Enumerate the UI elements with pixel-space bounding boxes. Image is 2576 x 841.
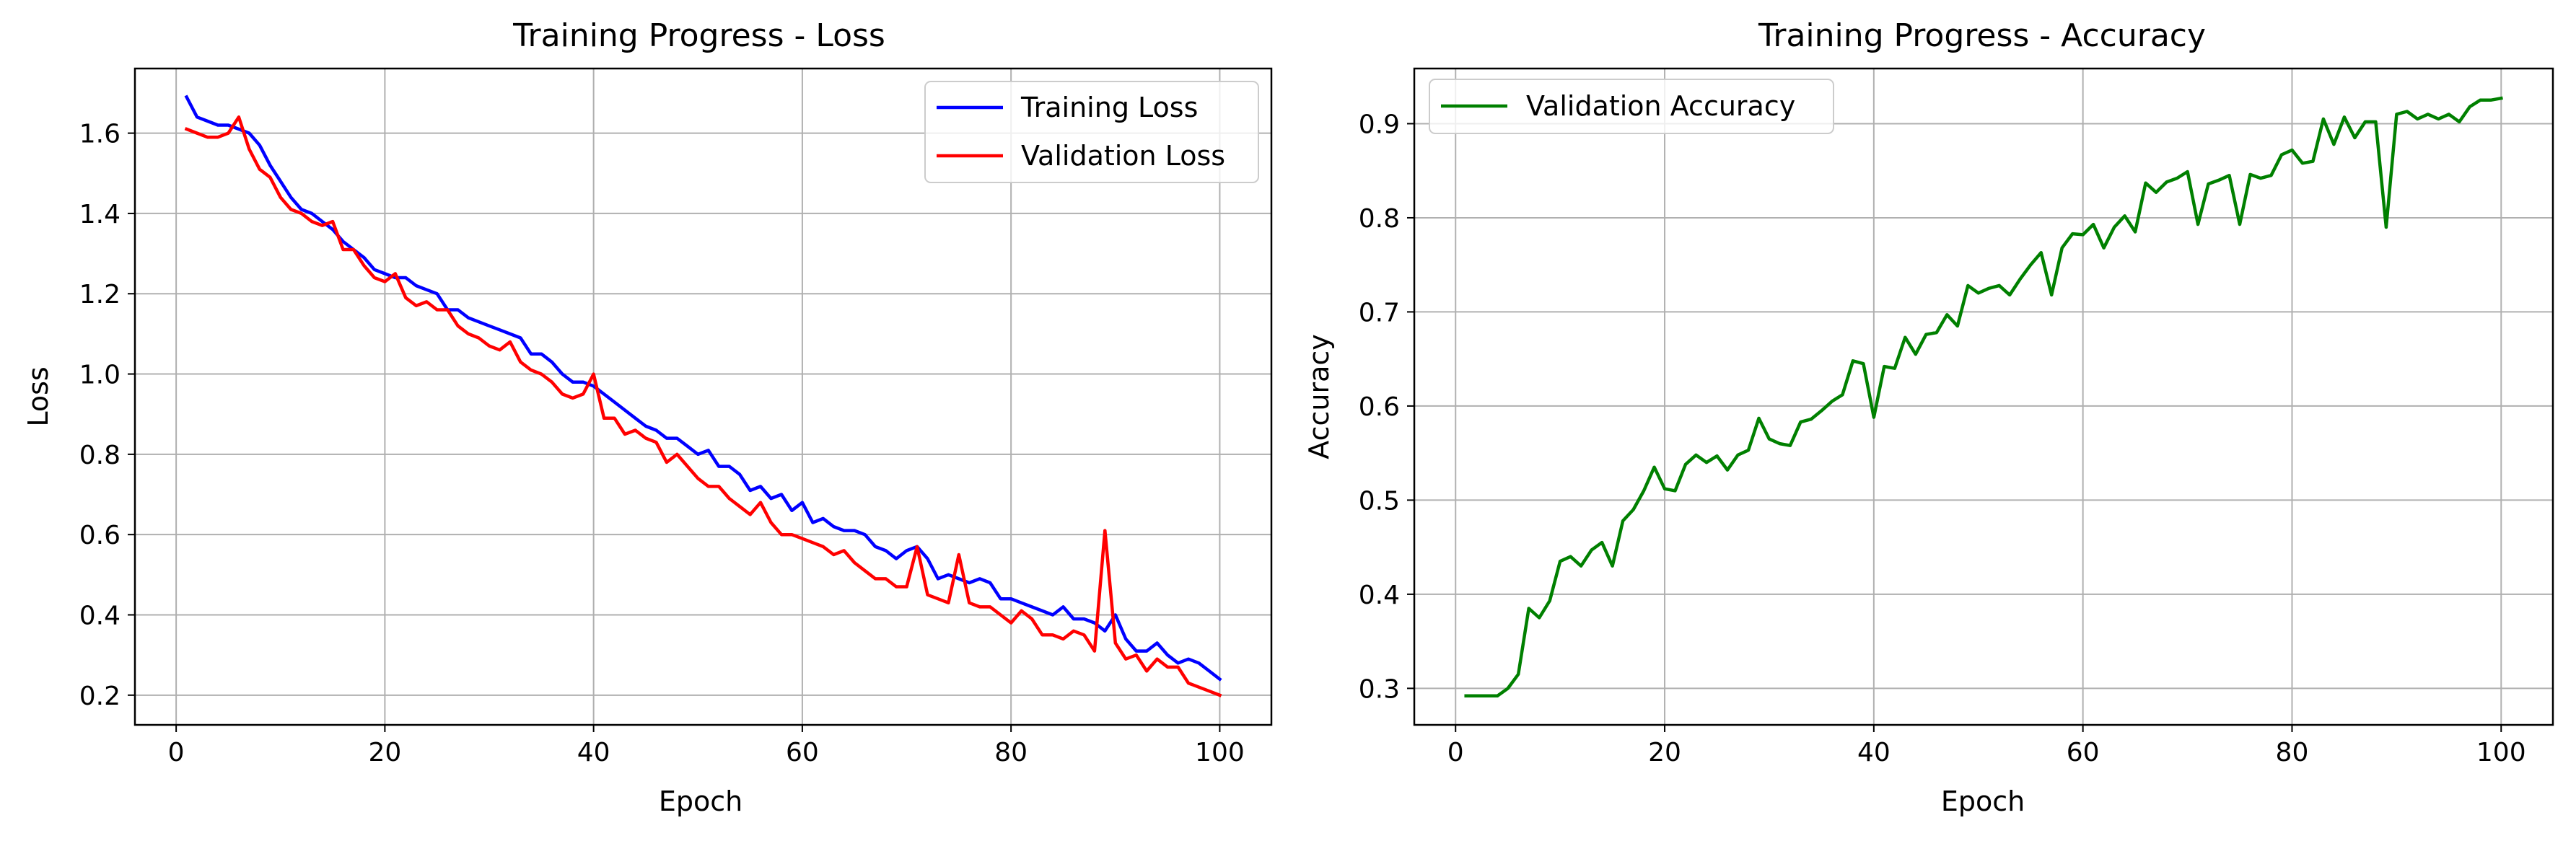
accuracy-y-tick-label: 0.9 [1359, 110, 1400, 139]
loss-ticks: 0 20 40 60 80 100 0.2 0.4 0.6 0.8 1.0 1.2 1.4 1.6 [79, 120, 1245, 767]
loss-y-tick-label: 0.2 [79, 682, 121, 711]
accuracy-chart-title: Training Progress - Accuracy [1758, 17, 2206, 54]
accuracy-x-tick-label: 60 [2067, 738, 2100, 767]
loss-x-tick-label: 100 [1195, 738, 1245, 767]
loss-series-line-training-loss [184, 94, 1222, 682]
loss-x-tick-label: 20 [368, 738, 401, 767]
loss-legend: Training Loss Validation Loss [924, 81, 1259, 183]
accuracy-chart: 0 20 40 60 80 100 0.3 0.4 0.5 0.6 0.7 0.8 0.9 Traini… [1303, 17, 2554, 817]
accuracy-x-tick-label: 100 [2476, 738, 2526, 767]
accuracy-y-tick-label: 0.3 [1359, 674, 1400, 704]
loss-y-axis-label: Loss [22, 366, 54, 426]
accuracy-x-tick-label: 80 [2276, 738, 2309, 767]
loss-series-line-validation-loss [184, 115, 1222, 697]
loss-chart-title: Training Progress - Loss [512, 17, 885, 54]
accuracy-x-axis-label: Epoch [1941, 785, 2025, 817]
loss-chart: 0 20 40 60 80 100 0.2 0.4 0.6 0.8 1.0 1.2 1.4 1.6 Tra… [22, 17, 1273, 817]
accuracy-legend: Validation Accuracy [1429, 79, 1834, 134]
loss-y-tick-label: 0.8 [79, 441, 121, 470]
loss-y-tick-label: 0.4 [79, 601, 121, 630]
accuracy-y-tick-label: 0.7 [1359, 298, 1400, 327]
loss-y-tick-label: 1.4 [79, 200, 121, 229]
loss-x-tick-label: 80 [994, 738, 1028, 767]
accuracy-x-tick-label: 40 [1857, 738, 1891, 767]
accuracy-y-tick-label: 0.4 [1359, 581, 1400, 610]
accuracy-series-line-validation-accuracy [1464, 96, 2503, 698]
loss-y-tick-label: 1.0 [79, 361, 121, 390]
loss-series-lines [184, 94, 1222, 697]
loss-x-tick-label: 60 [786, 738, 819, 767]
accuracy-plot-frame [1413, 67, 2554, 726]
accuracy-ticks: 0 20 40 60 80 100 0.3 0.4 0.5 0.6 0.7 0.8 0.9 [1359, 110, 2526, 767]
accuracy-x-tick-label: 0 [1447, 738, 1464, 767]
accuracy-y-tick-label: 0.5 [1359, 486, 1400, 516]
loss-y-tick-label: 1.6 [79, 120, 121, 149]
accuracy-x-tick-label: 20 [1648, 738, 1681, 767]
loss-legend-label-training: Training Loss [1020, 92, 1198, 123]
loss-y-tick-label: 0.6 [79, 521, 121, 550]
loss-legend-label-validation: Validation Loss [1021, 140, 1225, 172]
loss-plot-frame [133, 67, 1273, 726]
accuracy-legend-box [1429, 79, 1834, 134]
accuracy-y-tick-label: 0.8 [1359, 204, 1400, 234]
loss-y-tick-label: 1.2 [79, 280, 121, 309]
accuracy-series-lines [1464, 96, 2503, 698]
loss-x-tick-label: 0 [168, 738, 185, 767]
loss-x-tick-label: 40 [577, 738, 610, 767]
accuracy-y-axis-label: Accuracy [1303, 334, 1335, 459]
loss-x-axis-label: Epoch [659, 785, 742, 817]
accuracy-legend-label-validation: Validation Accuracy [1526, 90, 1795, 122]
accuracy-y-tick-label: 0.6 [1359, 392, 1400, 422]
loss-legend-box [924, 81, 1259, 183]
